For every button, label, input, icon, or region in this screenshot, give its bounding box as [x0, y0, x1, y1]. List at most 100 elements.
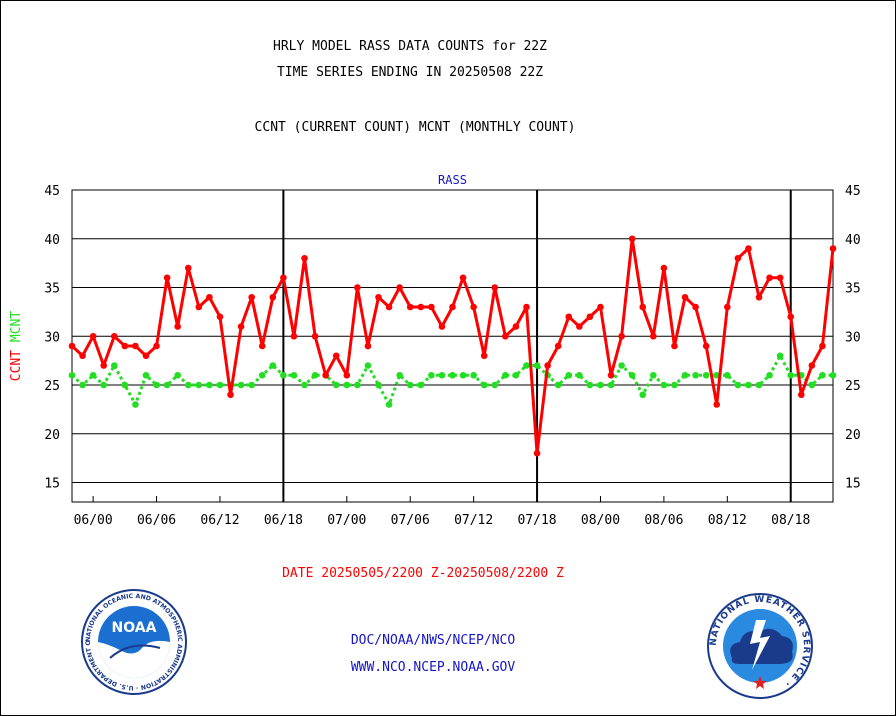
data-point-mcnt: [829, 371, 837, 379]
data-point-mcnt: [195, 381, 203, 389]
x-tick-label: 08/06: [644, 513, 683, 528]
data-point-ccnt: [745, 245, 752, 252]
x-tick-label: 08/18: [771, 513, 810, 528]
data-point-mcnt: [628, 371, 636, 379]
nws-logo: NATIONAL WEATHER SERVICE ·: [707, 593, 813, 699]
data-point-ccnt: [163, 274, 171, 282]
data-point-ccnt: [110, 332, 118, 340]
data-point-mcnt: [269, 362, 277, 369]
data-point-ccnt: [586, 313, 594, 321]
data-point-ccnt: [449, 303, 456, 311]
data-point-ccnt: [301, 254, 308, 262]
data-point-ccnt: [523, 303, 530, 311]
y-axis-label: CCNT MCNT: [9, 311, 24, 382]
data-point-ccnt: [375, 293, 382, 301]
data-point-mcnt: [301, 381, 308, 389]
data-point-ccnt: [459, 274, 467, 282]
data-point-ccnt: [480, 352, 488, 360]
x-tick-label: 08/00: [581, 513, 620, 528]
data-point-ccnt: [332, 352, 340, 360]
data-point-mcnt: [280, 371, 287, 379]
x-tick-label: 07/06: [391, 513, 430, 528]
chart-title-line2: TIME SERIES ENDING IN 20250508 22Z: [276, 65, 544, 80]
data-point-mcnt: [681, 371, 689, 379]
data-point-mcnt: [132, 401, 139, 408]
data-point-mcnt: [480, 381, 488, 389]
data-point-mcnt: [512, 371, 520, 379]
data-point-ccnt: [628, 235, 636, 243]
data-point-mcnt: [724, 371, 731, 379]
data-point-ccnt: [290, 332, 298, 340]
data-point-ccnt: [724, 303, 731, 311]
data-point-mcnt: [618, 362, 625, 369]
y-tick-label-left: 30: [44, 330, 60, 345]
data-point-ccnt: [406, 303, 414, 311]
data-point-mcnt: [89, 371, 97, 379]
x-tick-label: 06/00: [74, 513, 113, 528]
y-tick-label-right: 30: [845, 330, 861, 345]
data-point-mcnt: [343, 381, 351, 389]
noaa-logo: NATIONAL OCEANIC AND ATMOSPHERIC ADMINIS…: [80, 588, 187, 695]
data-point-mcnt: [396, 371, 403, 379]
data-point-ccnt: [734, 254, 742, 262]
data-point-mcnt: [597, 381, 604, 389]
series-line-ccnt: [70, 237, 835, 455]
data-point-ccnt: [671, 342, 678, 350]
data-point-ccnt: [502, 332, 509, 340]
data-point-mcnt: [258, 371, 266, 379]
y-tick-label-left: 15: [44, 477, 60, 492]
x-tick-label: 07/18: [517, 513, 556, 528]
data-point-ccnt: [417, 303, 425, 311]
y-axis-label-mcnt: MCNT: [9, 311, 24, 342]
data-point-ccnt: [819, 342, 826, 350]
x-tick-label: 07/12: [454, 513, 493, 528]
data-point-ccnt: [597, 303, 604, 311]
data-point-ccnt: [100, 362, 108, 369]
data-point-ccnt: [79, 352, 86, 360]
data-point-ccnt: [89, 332, 97, 340]
org-path-label[interactable]: DOC/NOAA/NWS/NCEP/NCO: [350, 633, 516, 648]
data-point-ccnt: [121, 342, 129, 350]
y-tick-label-right: 40: [845, 233, 861, 248]
data-point-mcnt: [449, 371, 456, 379]
y-tick-label-right: 15: [845, 477, 861, 492]
data-point-mcnt: [607, 381, 615, 389]
data-point-mcnt: [639, 391, 647, 399]
data-point-mcnt: [586, 381, 594, 389]
data-point-ccnt: [269, 293, 277, 301]
data-point-mcnt: [660, 381, 668, 389]
data-point-ccnt: [681, 293, 689, 301]
data-point-mcnt: [110, 362, 118, 369]
x-tick-label: 06/18: [264, 513, 303, 528]
data-point-ccnt: [184, 264, 192, 272]
x-tick-label: 06/06: [137, 513, 176, 528]
y-tick-label-right: 25: [845, 379, 861, 394]
data-point-ccnt: [766, 274, 773, 282]
data-point-mcnt: [142, 371, 150, 379]
data-point-mcnt: [787, 371, 795, 379]
data-point-mcnt: [576, 371, 583, 379]
data-point-ccnt: [216, 313, 224, 321]
data-point-ccnt: [755, 293, 763, 301]
data-point-mcnt: [417, 381, 425, 389]
website-link[interactable]: WWW.NCO.NCEP.NOAA.GOV: [350, 660, 516, 675]
data-point-ccnt: [639, 303, 647, 311]
data-point-ccnt: [354, 284, 361, 291]
data-point-mcnt: [364, 362, 372, 369]
y-tick-label-left: 35: [44, 282, 60, 297]
plot-border: [71, 189, 834, 503]
y-axis-label-ccnt: CCNT: [9, 342, 24, 381]
data-point-ccnt: [237, 323, 245, 330]
data-point-mcnt: [428, 371, 435, 379]
data-point-ccnt: [692, 303, 699, 311]
x-tick-label: 06/12: [200, 513, 239, 528]
data-point-mcnt: [406, 381, 414, 389]
data-point-ccnt: [142, 352, 150, 360]
data-point-ccnt: [68, 342, 76, 350]
data-point-ccnt: [428, 303, 435, 311]
data-point-mcnt: [68, 371, 76, 379]
data-point-mcnt: [153, 381, 160, 389]
data-point-mcnt: [734, 381, 742, 389]
data-point-ccnt: [618, 332, 625, 340]
data-point-mcnt: [470, 371, 477, 379]
